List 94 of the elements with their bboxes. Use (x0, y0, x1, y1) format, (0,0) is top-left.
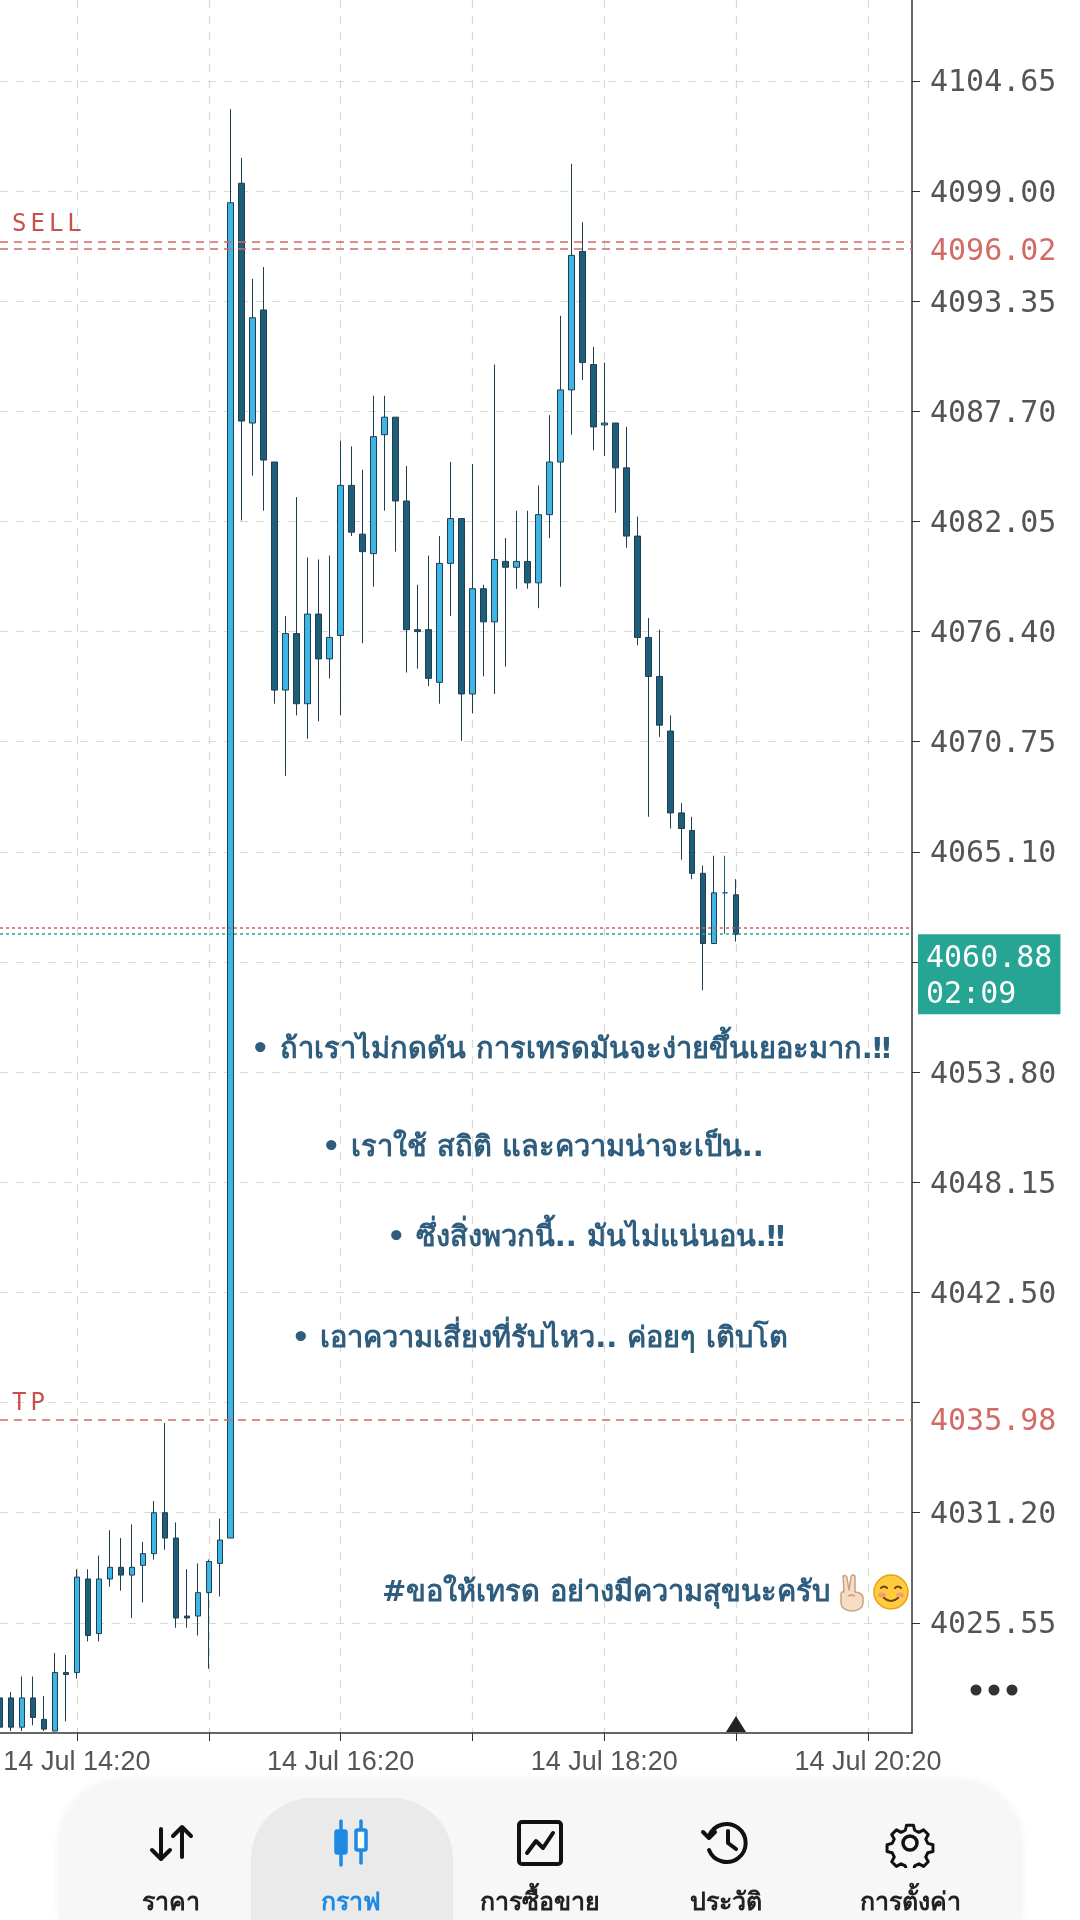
candlestick (370, 395, 377, 588)
candlestick (634, 516, 641, 646)
y-tick-label: 4099.00 (930, 173, 1057, 209)
y-tick-label: 4087.70 (930, 393, 1057, 429)
x-tick-label: 14 Jul 18:20 (530, 1745, 678, 1776)
candlestick (96, 1555, 102, 1642)
candlestick (612, 422, 619, 514)
candlestick (480, 584, 487, 677)
candlestick (568, 163, 575, 436)
y-tick-label: 4031.20 (930, 1495, 1057, 1531)
ref-line-label: 4035.98 (930, 1402, 1057, 1438)
x-tick-label: 14 Jul 16:20 (267, 1745, 415, 1776)
candlestick (403, 465, 410, 674)
text: ประวัติ (690, 1886, 762, 1918)
candlestick (227, 108, 234, 1539)
candlestick (678, 802, 685, 861)
candlestick (195, 1562, 201, 1637)
candlestick (458, 518, 465, 742)
candlestick (392, 416, 399, 553)
candlestick (656, 629, 663, 738)
candlestick (260, 266, 267, 512)
text: ราคา (142, 1886, 200, 1918)
candlestick (348, 445, 355, 537)
candlestick (623, 426, 630, 549)
candlestick (722, 855, 728, 935)
y-tick-label: 4025.55 (930, 1605, 1057, 1641)
candlestick (425, 555, 432, 687)
candlestick (85, 1568, 91, 1642)
x-tick-label: 14 Jul 20:20 (794, 1745, 942, 1776)
candlestick (733, 878, 739, 943)
candlestick (601, 362, 608, 457)
candlestick (711, 855, 717, 944)
candlestick (63, 1654, 69, 1722)
candlestick (502, 537, 509, 668)
candlestick (700, 865, 706, 991)
text: กราฟ (321, 1886, 381, 1918)
candlestick (217, 1518, 223, 1598)
candlestick (41, 1695, 47, 1730)
candlestick (535, 484, 542, 609)
y-tick-label: 4048.15 (930, 1164, 1057, 1200)
candlestick (337, 440, 344, 716)
candlestick (447, 461, 454, 617)
candlestick (282, 615, 289, 777)
candlestick (579, 221, 586, 381)
y-tick-label: 4104.65 (930, 63, 1057, 99)
candlestick (30, 1675, 36, 1726)
y-tick-label: 4082.05 (930, 503, 1057, 539)
candlestick (645, 617, 652, 818)
candlestick (689, 816, 695, 880)
candlestick (118, 1537, 124, 1592)
candlestick (140, 1541, 146, 1603)
y-tick-label: 4042.50 (930, 1274, 1057, 1310)
y-tick-label: 4093.35 (930, 283, 1057, 319)
y-tick-label: 4076.40 (930, 614, 1057, 650)
candlestick (414, 584, 421, 670)
y-tick-label: 4070.75 (930, 724, 1057, 760)
candlestick (667, 714, 674, 829)
candlestick (590, 346, 597, 451)
candlestick (436, 535, 443, 705)
candlestick (238, 157, 245, 521)
candlestick (151, 1500, 157, 1561)
candlestick (271, 461, 278, 705)
candlestick (491, 364, 498, 695)
candlestick (513, 510, 520, 590)
text: การตั้งค่า (859, 1884, 961, 1918)
candlestick (469, 463, 476, 714)
y-tick-label: 4065.10 (930, 834, 1057, 870)
candlestick (315, 558, 322, 722)
candlestick (129, 1523, 135, 1619)
candlestick (184, 1568, 190, 1629)
candlestick (381, 395, 388, 512)
text: การซื้อขาย (480, 1884, 600, 1918)
candlestick (162, 1422, 168, 1551)
annotation: #ขอให้เทรด อย่างมีความสุขนะครับ (382, 1573, 831, 1611)
annotation: SELL (12, 209, 86, 238)
candlestick (107, 1529, 113, 1588)
candlestick (359, 469, 366, 644)
candlestick (293, 496, 300, 716)
candlestick (546, 414, 553, 539)
candlestick (206, 1559, 212, 1670)
annotation: TP (12, 1387, 49, 1416)
candlestick (304, 557, 311, 740)
ref-line-label: 4060.88 02:09 (926, 938, 1053, 1010)
candlestick (173, 1521, 179, 1629)
candlestick (74, 1568, 80, 1679)
x-tick-label: 14 Jul 14:20 (3, 1745, 151, 1776)
annotation: • เราใช้ สถิติ และความน่าจะเป็น.. (322, 1128, 764, 1165)
candlestick (524, 510, 531, 590)
candlestick (249, 278, 256, 477)
candlestick (52, 1652, 58, 1732)
candlestick (557, 315, 564, 588)
y-tick-label: 4053.80 (930, 1054, 1057, 1090)
candlestick (326, 555, 333, 679)
ref-line-label: 4096.02 (930, 231, 1057, 267)
